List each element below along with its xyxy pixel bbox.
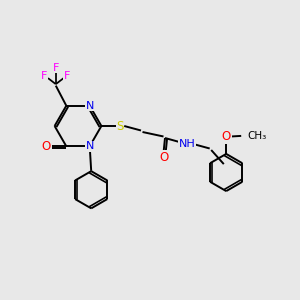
Text: F: F: [64, 71, 70, 81]
Text: S: S: [116, 119, 124, 133]
Text: O: O: [222, 130, 231, 143]
Text: F: F: [41, 71, 48, 81]
Text: F: F: [52, 63, 59, 73]
Text: O: O: [42, 140, 51, 153]
Text: N: N: [85, 101, 94, 111]
Text: CH₃: CH₃: [247, 131, 266, 141]
Text: NH: NH: [179, 139, 196, 149]
Text: N: N: [85, 141, 94, 151]
Text: O: O: [159, 151, 168, 164]
